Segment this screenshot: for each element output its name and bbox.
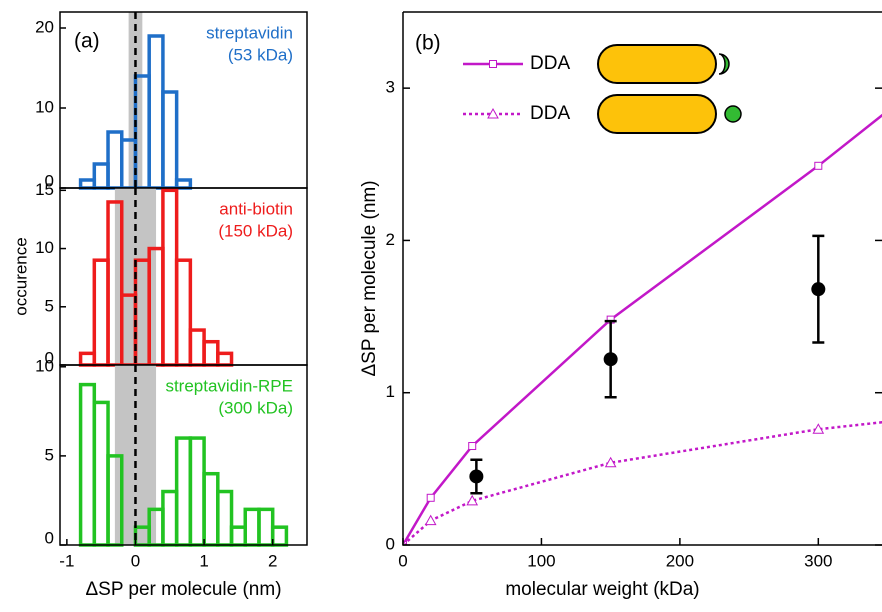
x-tick-label: 100 bbox=[527, 551, 555, 570]
histogram-bar bbox=[161, 90, 179, 190]
legend-label: DDA bbox=[530, 53, 570, 74]
legend-icon-shell bbox=[718, 53, 730, 75]
y-tick-label: 0 bbox=[386, 534, 395, 553]
y-axis-title: occurence bbox=[11, 237, 30, 315]
annotation: (300 kDa) bbox=[218, 398, 293, 417]
marker bbox=[469, 469, 484, 484]
histogram-bar bbox=[188, 328, 206, 367]
x-tick-label: 2 bbox=[268, 551, 277, 570]
histogram-bar bbox=[216, 489, 234, 547]
histogram-bar bbox=[202, 339, 220, 367]
histogram-bar bbox=[92, 400, 110, 547]
annotation: anti-biotin bbox=[219, 199, 293, 218]
annotation: (150 kDa) bbox=[218, 221, 293, 240]
y-tick-label: 1 bbox=[386, 382, 395, 401]
series-line bbox=[403, 113, 882, 545]
histogram-bar bbox=[92, 258, 110, 367]
x-axis-title: ΔSP per molecule (nm) bbox=[85, 579, 281, 600]
legend-marker bbox=[489, 60, 497, 68]
y-tick-label: 5 bbox=[45, 296, 54, 315]
marker bbox=[812, 423, 825, 434]
y-tick-label: 15 bbox=[35, 180, 54, 199]
x-tick-label: 0 bbox=[131, 551, 140, 570]
plot-area bbox=[403, 113, 882, 545]
annotation: streptavidin bbox=[206, 23, 293, 42]
histogram-bar bbox=[161, 188, 179, 367]
legend-icon-rod bbox=[597, 94, 717, 134]
panel-label: (a) bbox=[74, 30, 100, 53]
histogram-bar bbox=[161, 489, 179, 547]
legend-icon-rod bbox=[597, 44, 717, 84]
x-tick-label: 300 bbox=[804, 551, 832, 570]
histogram-bar bbox=[92, 162, 110, 190]
marker bbox=[426, 493, 435, 502]
y-tick-label: 10 bbox=[35, 97, 54, 116]
legend-icon-sphere bbox=[724, 105, 742, 123]
histogram-bar bbox=[174, 436, 193, 547]
x-tick-label: 200 bbox=[666, 551, 694, 570]
series-line bbox=[403, 421, 882, 545]
y-tick-label: 5 bbox=[45, 445, 54, 464]
y-tick-label: 10 bbox=[35, 356, 54, 375]
marker bbox=[603, 352, 618, 367]
histogram-bar bbox=[78, 382, 97, 547]
histogram-bar bbox=[174, 178, 193, 190]
y-axis-title: ΔSP per molecule (nm) bbox=[359, 180, 380, 376]
histogram-bar bbox=[106, 130, 124, 190]
histogram-bar bbox=[270, 525, 289, 547]
y-tick-label: 0 bbox=[45, 528, 54, 547]
y-tick-label: 0 bbox=[45, 171, 54, 190]
y-tick-label: 0 bbox=[45, 348, 54, 367]
histogram-bar bbox=[257, 507, 275, 547]
annotation: streptavidin-RPE bbox=[165, 376, 293, 395]
axes-frame bbox=[59, 364, 308, 546]
marker bbox=[811, 282, 826, 297]
y-tick-label: 20 bbox=[35, 17, 54, 36]
marker bbox=[468, 442, 477, 451]
histogram-bar bbox=[188, 436, 206, 547]
histogram-bar bbox=[229, 525, 247, 547]
histogram-bar bbox=[78, 351, 97, 367]
histogram-bar bbox=[243, 507, 261, 547]
x-tick-label: 1 bbox=[199, 551, 208, 570]
marker bbox=[604, 456, 617, 468]
y-tick-label: 10 bbox=[35, 238, 54, 257]
panel-label: (b) bbox=[415, 32, 441, 55]
annotation: (53 kDa) bbox=[228, 45, 293, 64]
histogram-bar bbox=[174, 258, 193, 367]
x-tick-label: -1 bbox=[59, 551, 74, 570]
marker bbox=[814, 161, 823, 170]
histogram-bar bbox=[216, 351, 234, 367]
histogram-bar bbox=[78, 178, 97, 190]
x-tick-label: 0 bbox=[398, 551, 407, 570]
legend-marker bbox=[487, 107, 499, 119]
histogram-bar bbox=[147, 34, 165, 190]
legend-label: DDA bbox=[530, 103, 570, 124]
x-axis-title: molecular weight (kDa) bbox=[505, 579, 699, 600]
marker bbox=[466, 494, 479, 506]
axes-frame bbox=[402, 11, 882, 546]
y-tick-label: 2 bbox=[386, 230, 395, 249]
marker bbox=[424, 514, 437, 526]
histogram-bar bbox=[202, 471, 220, 547]
y-tick-label: 3 bbox=[386, 78, 395, 97]
